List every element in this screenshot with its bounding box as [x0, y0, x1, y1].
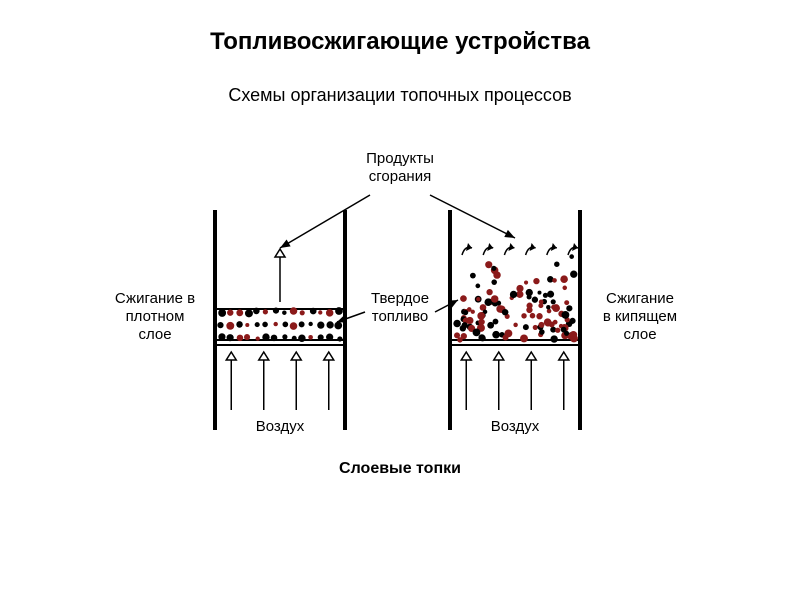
label-right: Сжиганиев кипящемслое [590, 290, 690, 344]
caption: Слоевые топки [0, 460, 800, 478]
label-left: Сжигание вплотномслое [105, 290, 205, 344]
label-products-text: Продуктысгорания [366, 150, 434, 185]
label-air-2: Воздух [465, 418, 565, 436]
label-right-text: Сжиганиев кипящемслое [603, 290, 677, 343]
label-air-1: Воздух [230, 418, 330, 436]
label-middle: Твердоетопливо [350, 290, 450, 326]
label-products: Продуктысгорания [330, 150, 470, 186]
label-left-text: Сжигание вплотномслое [115, 290, 195, 343]
diagram: Продуктысгорания Сжигание вплотномслое Т… [0, 0, 800, 600]
label-middle-text: Твердоетопливо [371, 290, 429, 325]
